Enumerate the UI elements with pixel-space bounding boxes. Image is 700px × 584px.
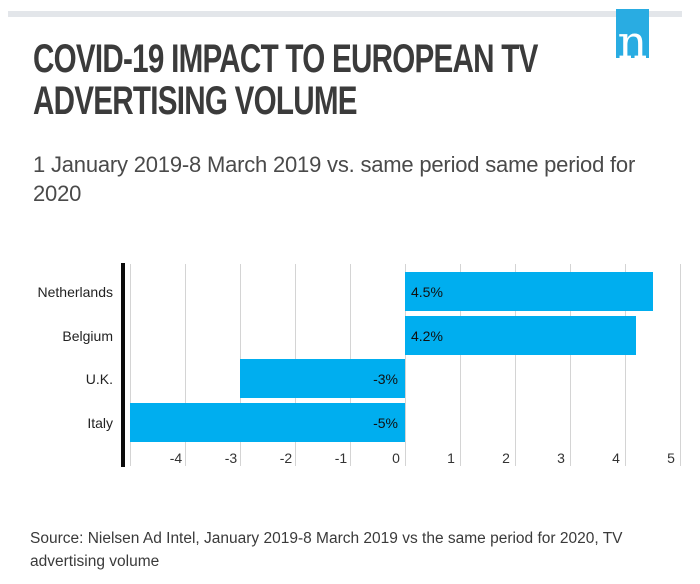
gridline bbox=[460, 264, 461, 466]
x-tick-label: -4 bbox=[169, 450, 183, 466]
page-title-line-2: ADVERTISING VOLUME bbox=[33, 79, 358, 123]
gridline bbox=[405, 264, 406, 466]
bar-value-label: 4.2% bbox=[411, 327, 443, 344]
gridline bbox=[570, 264, 571, 466]
y-axis-line bbox=[121, 263, 125, 467]
category-label: Italy bbox=[87, 414, 113, 431]
x-tick-label: 0 bbox=[392, 450, 400, 466]
gridline bbox=[130, 264, 131, 466]
bar-uk bbox=[240, 359, 405, 398]
nielsen-logo: n bbox=[616, 9, 649, 65]
page-subtitle-line-1: 1 January 2019-8 March 2019 vs. same per… bbox=[33, 152, 636, 177]
source-note-line-1: Source: Nielsen Ad Intel, January 2019-8… bbox=[30, 530, 623, 547]
page-subtitle: 1 January 2019-8 March 2019 vs. same per… bbox=[33, 150, 635, 208]
bar-netherlands bbox=[405, 272, 653, 311]
gridline bbox=[680, 264, 681, 466]
x-tick-label: 2 bbox=[502, 450, 510, 466]
x-tick-label: -2 bbox=[279, 450, 293, 466]
x-tick-label: 4 bbox=[612, 450, 620, 466]
x-tick-label: 1 bbox=[447, 450, 455, 466]
source-note-line-2: advertising volume bbox=[30, 553, 160, 570]
gridline bbox=[515, 264, 516, 466]
page-title: COVID-19 IMPACT TO EUROPEAN TV ADVERTISI… bbox=[33, 38, 538, 122]
x-tick-label: -3 bbox=[224, 450, 238, 466]
bar-belgium bbox=[405, 316, 636, 355]
page-subtitle-line-2: 2020 bbox=[33, 181, 82, 206]
gridline bbox=[625, 264, 626, 466]
nielsen-logo-letter: n bbox=[617, 15, 648, 69]
page-title-line-1: COVID-19 IMPACT TO EUROPEAN TV bbox=[33, 37, 538, 81]
gridline bbox=[185, 264, 186, 466]
bar-value-label: 4.5% bbox=[411, 283, 443, 300]
x-tick-label: -1 bbox=[334, 450, 348, 466]
category-label: Belgium bbox=[62, 327, 113, 344]
category-label: U.K. bbox=[85, 370, 113, 387]
x-tick-label: 5 bbox=[667, 450, 675, 466]
bar-italy bbox=[130, 403, 405, 442]
top-accent-bar bbox=[8, 11, 682, 17]
bar-value-label: -3% bbox=[373, 370, 398, 387]
source-note: Source: Nielsen Ad Intel, January 2019-8… bbox=[30, 527, 623, 573]
x-tick-label: 3 bbox=[557, 450, 565, 466]
category-label: Netherlands bbox=[37, 283, 114, 300]
bar-value-label: -5% bbox=[373, 414, 398, 431]
